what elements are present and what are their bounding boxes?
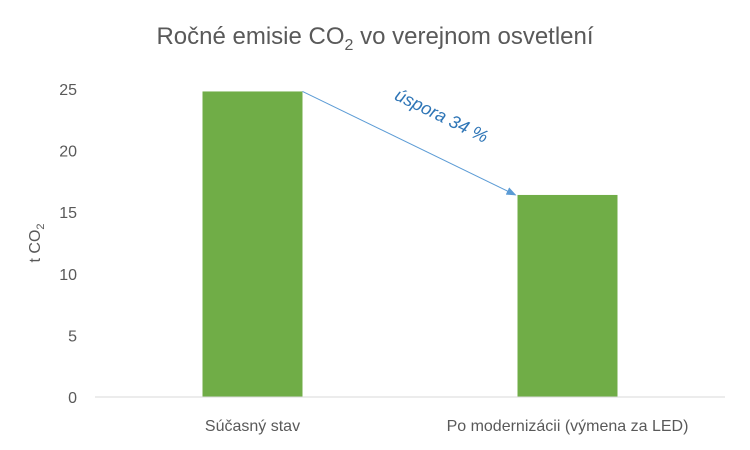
- chart-title-main: Ročné emisie CO: [156, 23, 344, 50]
- chart-title-rest: vo verejnom osvetlení: [353, 23, 593, 50]
- category-label: Po modernizácii (výmena za LED): [447, 418, 689, 435]
- category-label: Súčasný stav: [205, 418, 300, 435]
- y-tick-label: 15: [59, 205, 77, 222]
- y-axis-label-main: t CO: [27, 230, 44, 263]
- chart-title: Ročné emisie CO2 vo verejnom osvetlení: [156, 23, 593, 54]
- y-tick-label: 5: [68, 328, 77, 345]
- bar: [202, 91, 303, 398]
- bars: [202, 91, 618, 398]
- bar: [517, 194, 618, 397]
- category-labels: Súčasný stav Po modernizácii (výmena za L…: [205, 418, 689, 435]
- y-tick-label: 0: [68, 390, 77, 407]
- y-axis-label: t CO2: [27, 223, 47, 262]
- savings-annotation: úspora 34 %: [392, 85, 492, 147]
- chart-title-subscript: 2: [345, 37, 354, 54]
- y-axis-ticks: 0 5 10 15 20 25: [59, 82, 77, 407]
- y-tick-label: 25: [59, 82, 77, 99]
- y-tick-label: 20: [59, 144, 77, 161]
- y-tick-label: 10: [59, 267, 77, 284]
- savings-arrow: [302, 91, 517, 196]
- y-axis-label-subscript: 2: [35, 223, 47, 229]
